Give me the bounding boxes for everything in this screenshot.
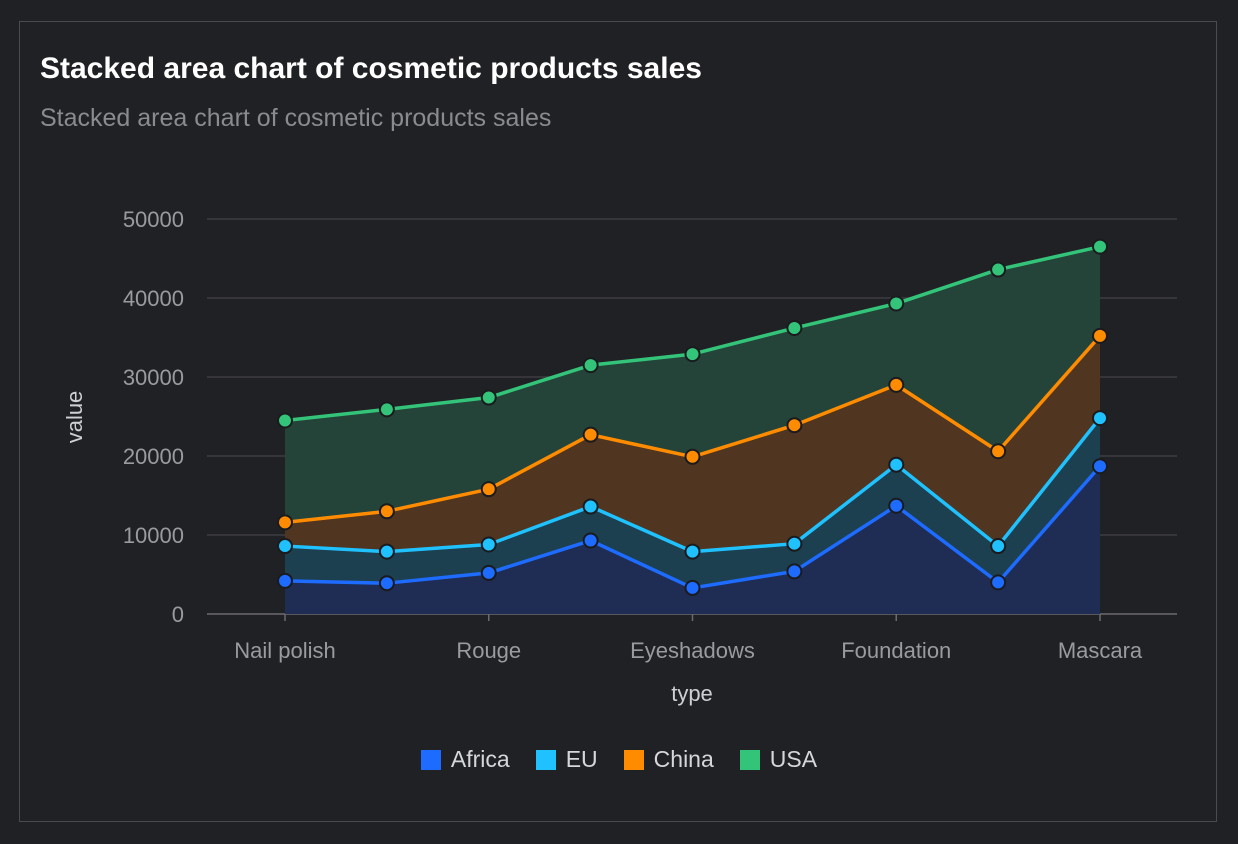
data-point-eu[interactable] [888, 456, 905, 473]
y-tick-label: 10000 [123, 523, 184, 548]
data-point-usa[interactable] [582, 357, 599, 374]
legend-swatch [420, 749, 441, 770]
x-tick-label: Eyeshadows [630, 638, 755, 663]
legend-label: Africa [450, 746, 510, 772]
data-point-china[interactable] [888, 376, 905, 393]
legend-item-usa[interactable]: USA [739, 746, 818, 773]
data-point-eu[interactable] [582, 498, 599, 515]
x-tick-label: Mascara [1058, 638, 1143, 663]
data-point-africa[interactable] [684, 579, 701, 596]
data-point-africa[interactable] [277, 572, 293, 589]
data-point-eu[interactable] [1092, 410, 1108, 427]
x-tick-label: Rouge [456, 638, 521, 663]
data-point-eu[interactable] [480, 536, 497, 553]
legend-label: China [653, 746, 714, 772]
data-point-africa[interactable] [1092, 458, 1108, 475]
data-point-usa[interactable] [684, 346, 701, 363]
data-point-eu[interactable] [990, 538, 1007, 555]
legend-swatch [739, 749, 760, 770]
x-tick-label: Foundation [841, 638, 951, 663]
axis-layer: 0 10000 20000 30000 40000 50000 Nail polish Rou… [123, 207, 1143, 663]
area-usa [285, 246, 1100, 523]
data-point-eu[interactable] [786, 535, 803, 552]
data-point-eu[interactable] [378, 543, 395, 560]
data-point-africa[interactable] [786, 563, 803, 580]
y-tick-label: 20000 [123, 444, 184, 469]
legend-swatch [623, 749, 644, 770]
data-point-africa[interactable] [582, 532, 599, 549]
data-point-usa[interactable] [786, 320, 803, 337]
chart-title: Stacked area chart of cosmetic products … [40, 52, 702, 85]
data-point-africa[interactable] [990, 574, 1007, 591]
data-point-china[interactable] [582, 426, 599, 443]
legend-item-china[interactable]: China [623, 746, 714, 773]
data-point-china[interactable] [480, 481, 497, 498]
legend-label: EU [565, 746, 598, 772]
legend-label: USA [769, 746, 818, 772]
data-point-africa[interactable] [378, 575, 395, 592]
legend-swatch [535, 749, 556, 770]
y-tick-label: 40000 [123, 286, 184, 311]
data-point-china[interactable] [1092, 327, 1108, 344]
y-tick-label: 0 [172, 602, 184, 627]
x-axis-title: type [671, 681, 713, 706]
x-tick-label: Nail polish [234, 638, 336, 663]
legend: Africa EU China USA [0, 746, 1238, 773]
legend-item-africa[interactable]: Africa [420, 746, 510, 773]
data-point-usa[interactable] [888, 295, 905, 312]
data-point-usa[interactable] [990, 261, 1007, 278]
data-point-africa[interactable] [480, 564, 497, 581]
data-point-usa[interactable] [480, 389, 497, 406]
chart-subtitle: Stacked area chart of cosmetic products … [40, 104, 552, 132]
data-point-usa[interactable] [1092, 238, 1108, 255]
data-point-china[interactable] [277, 514, 293, 531]
y-axis-title: value [62, 391, 87, 444]
y-tick-label: 50000 [123, 207, 184, 232]
data-point-africa[interactable] [888, 497, 905, 514]
y-tick-label: 30000 [123, 365, 184, 390]
data-point-china[interactable] [786, 417, 803, 434]
data-point-china[interactable] [378, 503, 395, 520]
data-point-eu[interactable] [277, 538, 293, 555]
data-point-china[interactable] [990, 443, 1007, 460]
data-point-usa[interactable] [277, 412, 293, 429]
data-point-eu[interactable] [684, 543, 701, 560]
data-point-usa[interactable] [378, 401, 395, 418]
data-point-china[interactable] [684, 448, 701, 465]
point-layer [277, 238, 1108, 596]
legend-item-eu[interactable]: EU [535, 746, 598, 773]
